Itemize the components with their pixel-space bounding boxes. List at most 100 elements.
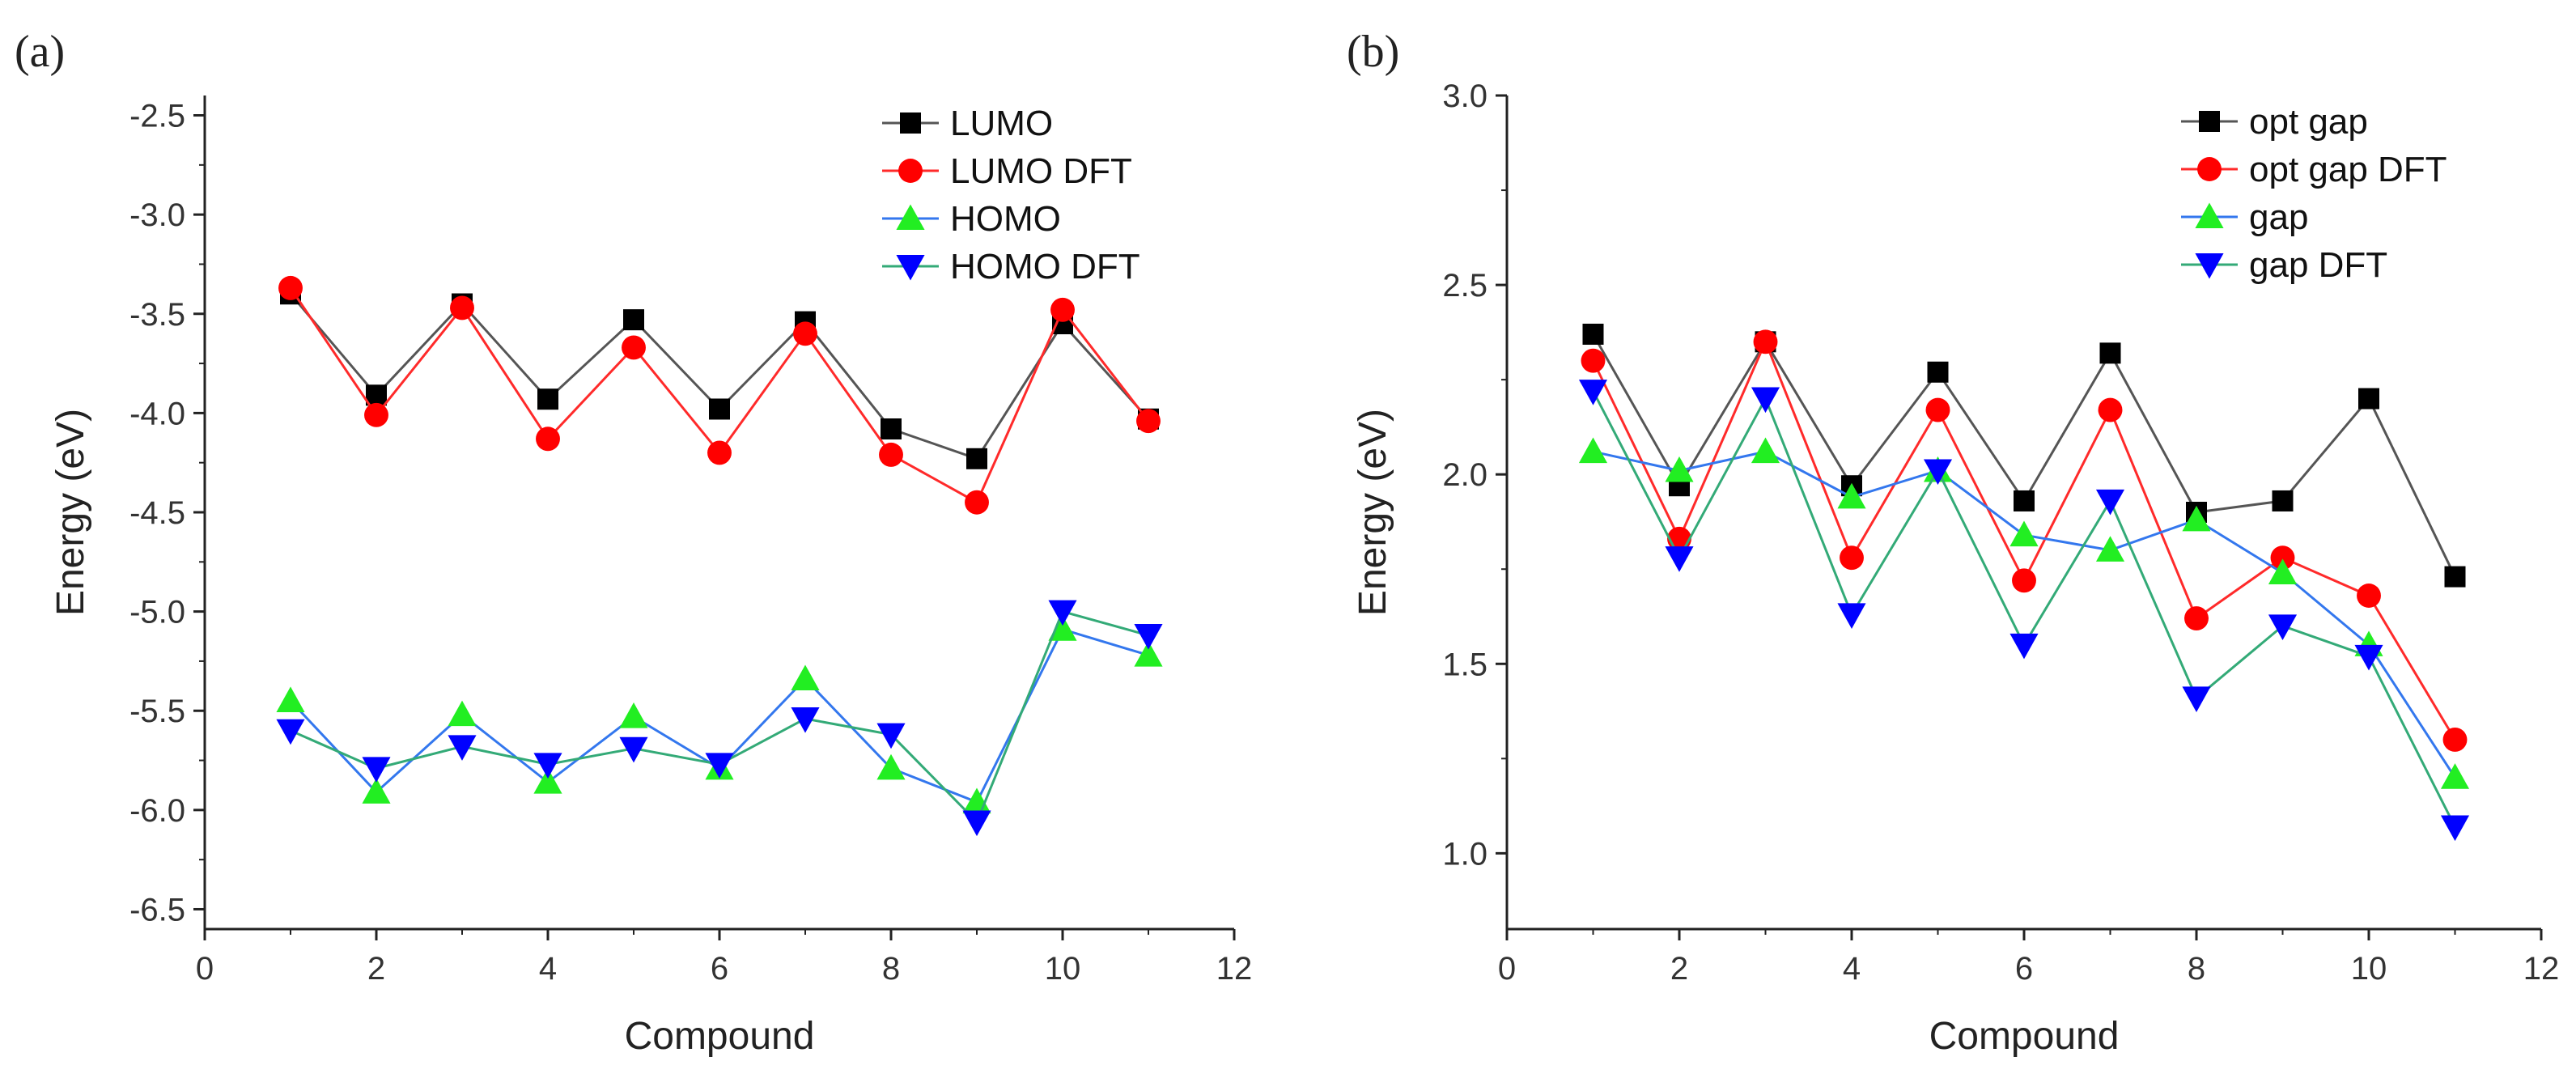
panel-b-label: (b) [1347, 27, 1399, 77]
panel-b-data-point [2014, 490, 2035, 511]
panel-a-x-tick-label: 0 [196, 951, 214, 987]
panel-a-data-point [1136, 409, 1161, 434]
panel-b-data-point [1925, 397, 1950, 422]
panel-a-data-point [364, 402, 388, 427]
panel-a-data-point [962, 810, 991, 837]
panel-b-data-point [1753, 329, 1778, 354]
panel-a-data-point [448, 700, 477, 727]
panel-b-x-tick-label: 10 [2351, 951, 2387, 987]
panel-b-y-tick-label: 1.5 [1442, 647, 1487, 682]
panel-b-legend-marker [2195, 253, 2224, 279]
panel-b-x-axis-title: Compound [1929, 1015, 2120, 1058]
panel-a-data-point [619, 702, 648, 728]
panel-b-data-point [2442, 727, 2468, 752]
panel-b-data-point [2182, 686, 2211, 712]
panel-a-data-point [793, 321, 817, 346]
panel-b-data-point [2095, 489, 2125, 516]
panel-b-data-point [2440, 815, 2470, 842]
panel-b-data-point [1837, 603, 1866, 629]
panel-a-x-tick-label: 2 [367, 951, 385, 987]
panel-a-data-point [876, 753, 906, 780]
panel-a-y-axis-title: Energy (eV) [49, 409, 92, 616]
panel-a-data-point [276, 719, 305, 745]
panel-a-x-tick-label: 6 [711, 951, 728, 987]
panel-a-x-axis-title: Compound [625, 1015, 815, 1058]
panel-a-data-point [791, 707, 820, 733]
panel-b-x-tick-label: 4 [1843, 951, 1861, 987]
panel-a-y-tick-label: -5.0 [129, 595, 185, 630]
panel-b-y-tick-label: 1.0 [1442, 836, 1487, 872]
panel-b-data-point [2009, 520, 2039, 547]
panel-b-x-tick-label: 12 [2523, 951, 2560, 987]
panel-b-x-tick-label: 0 [1498, 951, 1516, 987]
panel-a-y-tick-label: -3.5 [129, 297, 185, 333]
panel-b-data-point [1927, 361, 1949, 383]
panel-b-data-point [2268, 614, 2298, 641]
panel-a-data-point [707, 440, 732, 465]
panel-a-data-point [450, 295, 474, 320]
panel-a-legend-label: HOMO DFT [950, 247, 1140, 286]
panel-a-data-point [362, 778, 391, 804]
panel-b-x-tick-label: 2 [1670, 951, 1688, 987]
panel-b-data-point [2098, 397, 2123, 422]
panel-a-data-point [879, 442, 903, 467]
panel-a-y-tick-label: -2.5 [129, 99, 185, 134]
panel-a-data-point [1050, 297, 1075, 322]
panel-a-x-tick-label: 10 [1045, 951, 1081, 987]
panel-b-data-point [2009, 633, 2039, 660]
panel-b-data-point [1582, 323, 1604, 345]
panel-a-data-point [709, 398, 730, 420]
panel-b-legend-label: gap DFT [2249, 245, 2387, 285]
panel-b-data-point [1665, 546, 1694, 572]
panel-b-y-tick-label: 3.0 [1442, 79, 1487, 114]
panel-a-legend-label: LUMO [950, 104, 1053, 143]
panel-a-data-point [791, 664, 820, 691]
panel-b-data-point [2270, 545, 2295, 571]
panel-b-data-point [1578, 380, 1608, 405]
panel-a-data-point [536, 427, 560, 452]
panel-b-data-point [1581, 348, 1606, 373]
panel-b-data-point [1840, 545, 1864, 571]
panel-b-data-point [2268, 558, 2298, 584]
panel-b-data-point [2184, 606, 2209, 631]
panel-a-legend-label: HOMO [950, 199, 1061, 239]
panel-a-data-point [623, 309, 644, 331]
panel-a-legend-label: LUMO DFT [950, 151, 1132, 191]
panel-a-series-3 [276, 615, 1163, 814]
panel-a-data-point [448, 735, 477, 761]
panel-a-y-tick-label: -4.5 [129, 495, 185, 531]
panel-a-data-point [1134, 624, 1163, 650]
panel-a-label: (a) [15, 27, 65, 77]
panel-a-x-tick-label: 4 [539, 951, 557, 987]
panel-b-legend-label: opt gap [2249, 102, 2368, 142]
panel-a-x-tick-label: 12 [1216, 951, 1253, 987]
panel-a-series-4 [276, 600, 1163, 837]
panel-b-data-point [2444, 566, 2466, 588]
panel-a-legend-marker [898, 159, 923, 183]
panel-b-data-point [1578, 437, 1608, 464]
panel-b-data-point [2440, 763, 2470, 789]
panel-b-data-point [2357, 584, 2381, 608]
panel-b-data-point [1665, 456, 1694, 482]
panel-b-x-tick-label: 8 [2188, 951, 2205, 987]
panel-a-data-point [1048, 600, 1077, 626]
panel-b-data-point [2354, 644, 2383, 671]
panel-b-legend-marker [2197, 157, 2222, 181]
panel-b-data-point [2012, 568, 2036, 593]
panel-a-legend-marker [896, 254, 925, 281]
panel-b-legend-label: opt gap DFT [2249, 150, 2447, 189]
panel-b-y-axis-title: Energy (eV) [1352, 409, 1394, 616]
panel-a-y-tick-label: -3.0 [129, 197, 185, 233]
panel-b-y-tick-label: 2.5 [1442, 268, 1487, 303]
panel-a: (a) 0 2 4 6 8 10 12 -6.5 -6.0 -5.5 -5.0 -4.5 -4.0 -3.5… [15, 27, 1252, 1058]
panel-a-data-point [276, 686, 305, 713]
panel-b-data-point [1751, 437, 1780, 464]
panel-a-data-point [965, 490, 989, 515]
panel-a-series-2 [278, 275, 1161, 515]
panel-b-data-point [2272, 490, 2294, 511]
panel-b-data-point [1923, 459, 1953, 486]
panel-a-series-line [289, 293, 1150, 460]
panel-a-y-tick-label: -6.5 [129, 892, 185, 927]
panel-a-data-point [1134, 641, 1163, 667]
panel-b: (b) 0 2 4 6 8 10 12 1.0 1.5 2.0 2.5 3.0 Compound Energ… [1347, 27, 2559, 1058]
